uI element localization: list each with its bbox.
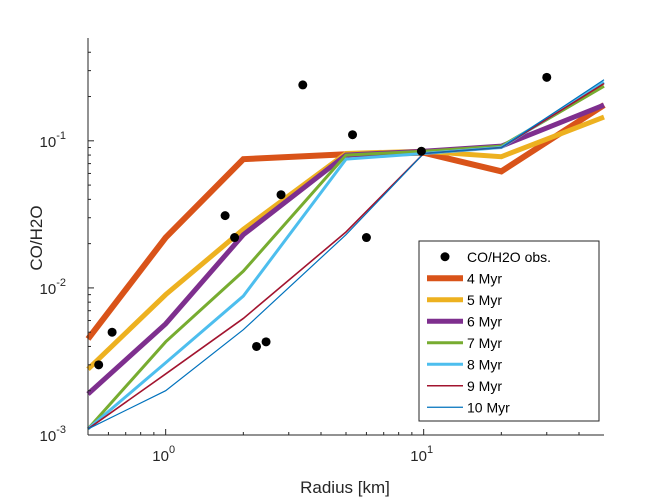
legend: CO/H2O obs. 4 Myr 5 Myr 6 Myr 7 Myr 8 Myr 9 My… — [418, 240, 600, 422]
observation-point — [361, 233, 371, 243]
observation-points — [94, 72, 552, 370]
observation-point — [252, 341, 262, 351]
x-tick-label: 101 — [410, 444, 433, 465]
y-tick-label: 10-3 — [40, 424, 66, 445]
y-tick-label: 10-2 — [40, 277, 66, 298]
observation-point — [94, 360, 104, 370]
observation-point — [298, 80, 308, 90]
observation-point — [230, 233, 240, 243]
axes: 100 101 10-3 10-2 10-1 — [40, 38, 604, 465]
legend-observation-marker — [440, 252, 450, 262]
legend-entry-label: CO/H2O obs. — [467, 249, 551, 265]
observation-point — [542, 72, 552, 82]
observation-point — [220, 211, 230, 221]
y-tick-label: 10-1 — [40, 130, 66, 151]
observation-point — [348, 130, 358, 140]
legend-entry-label: 6 Myr — [467, 313, 502, 329]
legend-entry-label: 8 Myr — [467, 356, 502, 372]
legend-entry-label: 10 Myr — [467, 399, 510, 415]
series-lines — [85, 79, 606, 431]
observation-point — [416, 146, 426, 156]
legend-entry-label: 5 Myr — [467, 292, 502, 308]
x-tick-label: 100 — [152, 444, 175, 465]
series-line-7 — [87, 79, 605, 430]
x-axis-label: Radius [km] — [300, 478, 390, 497]
y-axis-label: CO/H2O — [27, 205, 46, 270]
observation-point — [276, 190, 286, 200]
legend-entry-label: 9 Myr — [467, 378, 502, 394]
legend-entry-label: 7 Myr — [467, 335, 502, 351]
legend-entry-label: 4 Myr — [467, 270, 502, 286]
legend-box — [418, 240, 600, 422]
observation-point — [107, 327, 117, 337]
observation-point — [261, 337, 271, 347]
